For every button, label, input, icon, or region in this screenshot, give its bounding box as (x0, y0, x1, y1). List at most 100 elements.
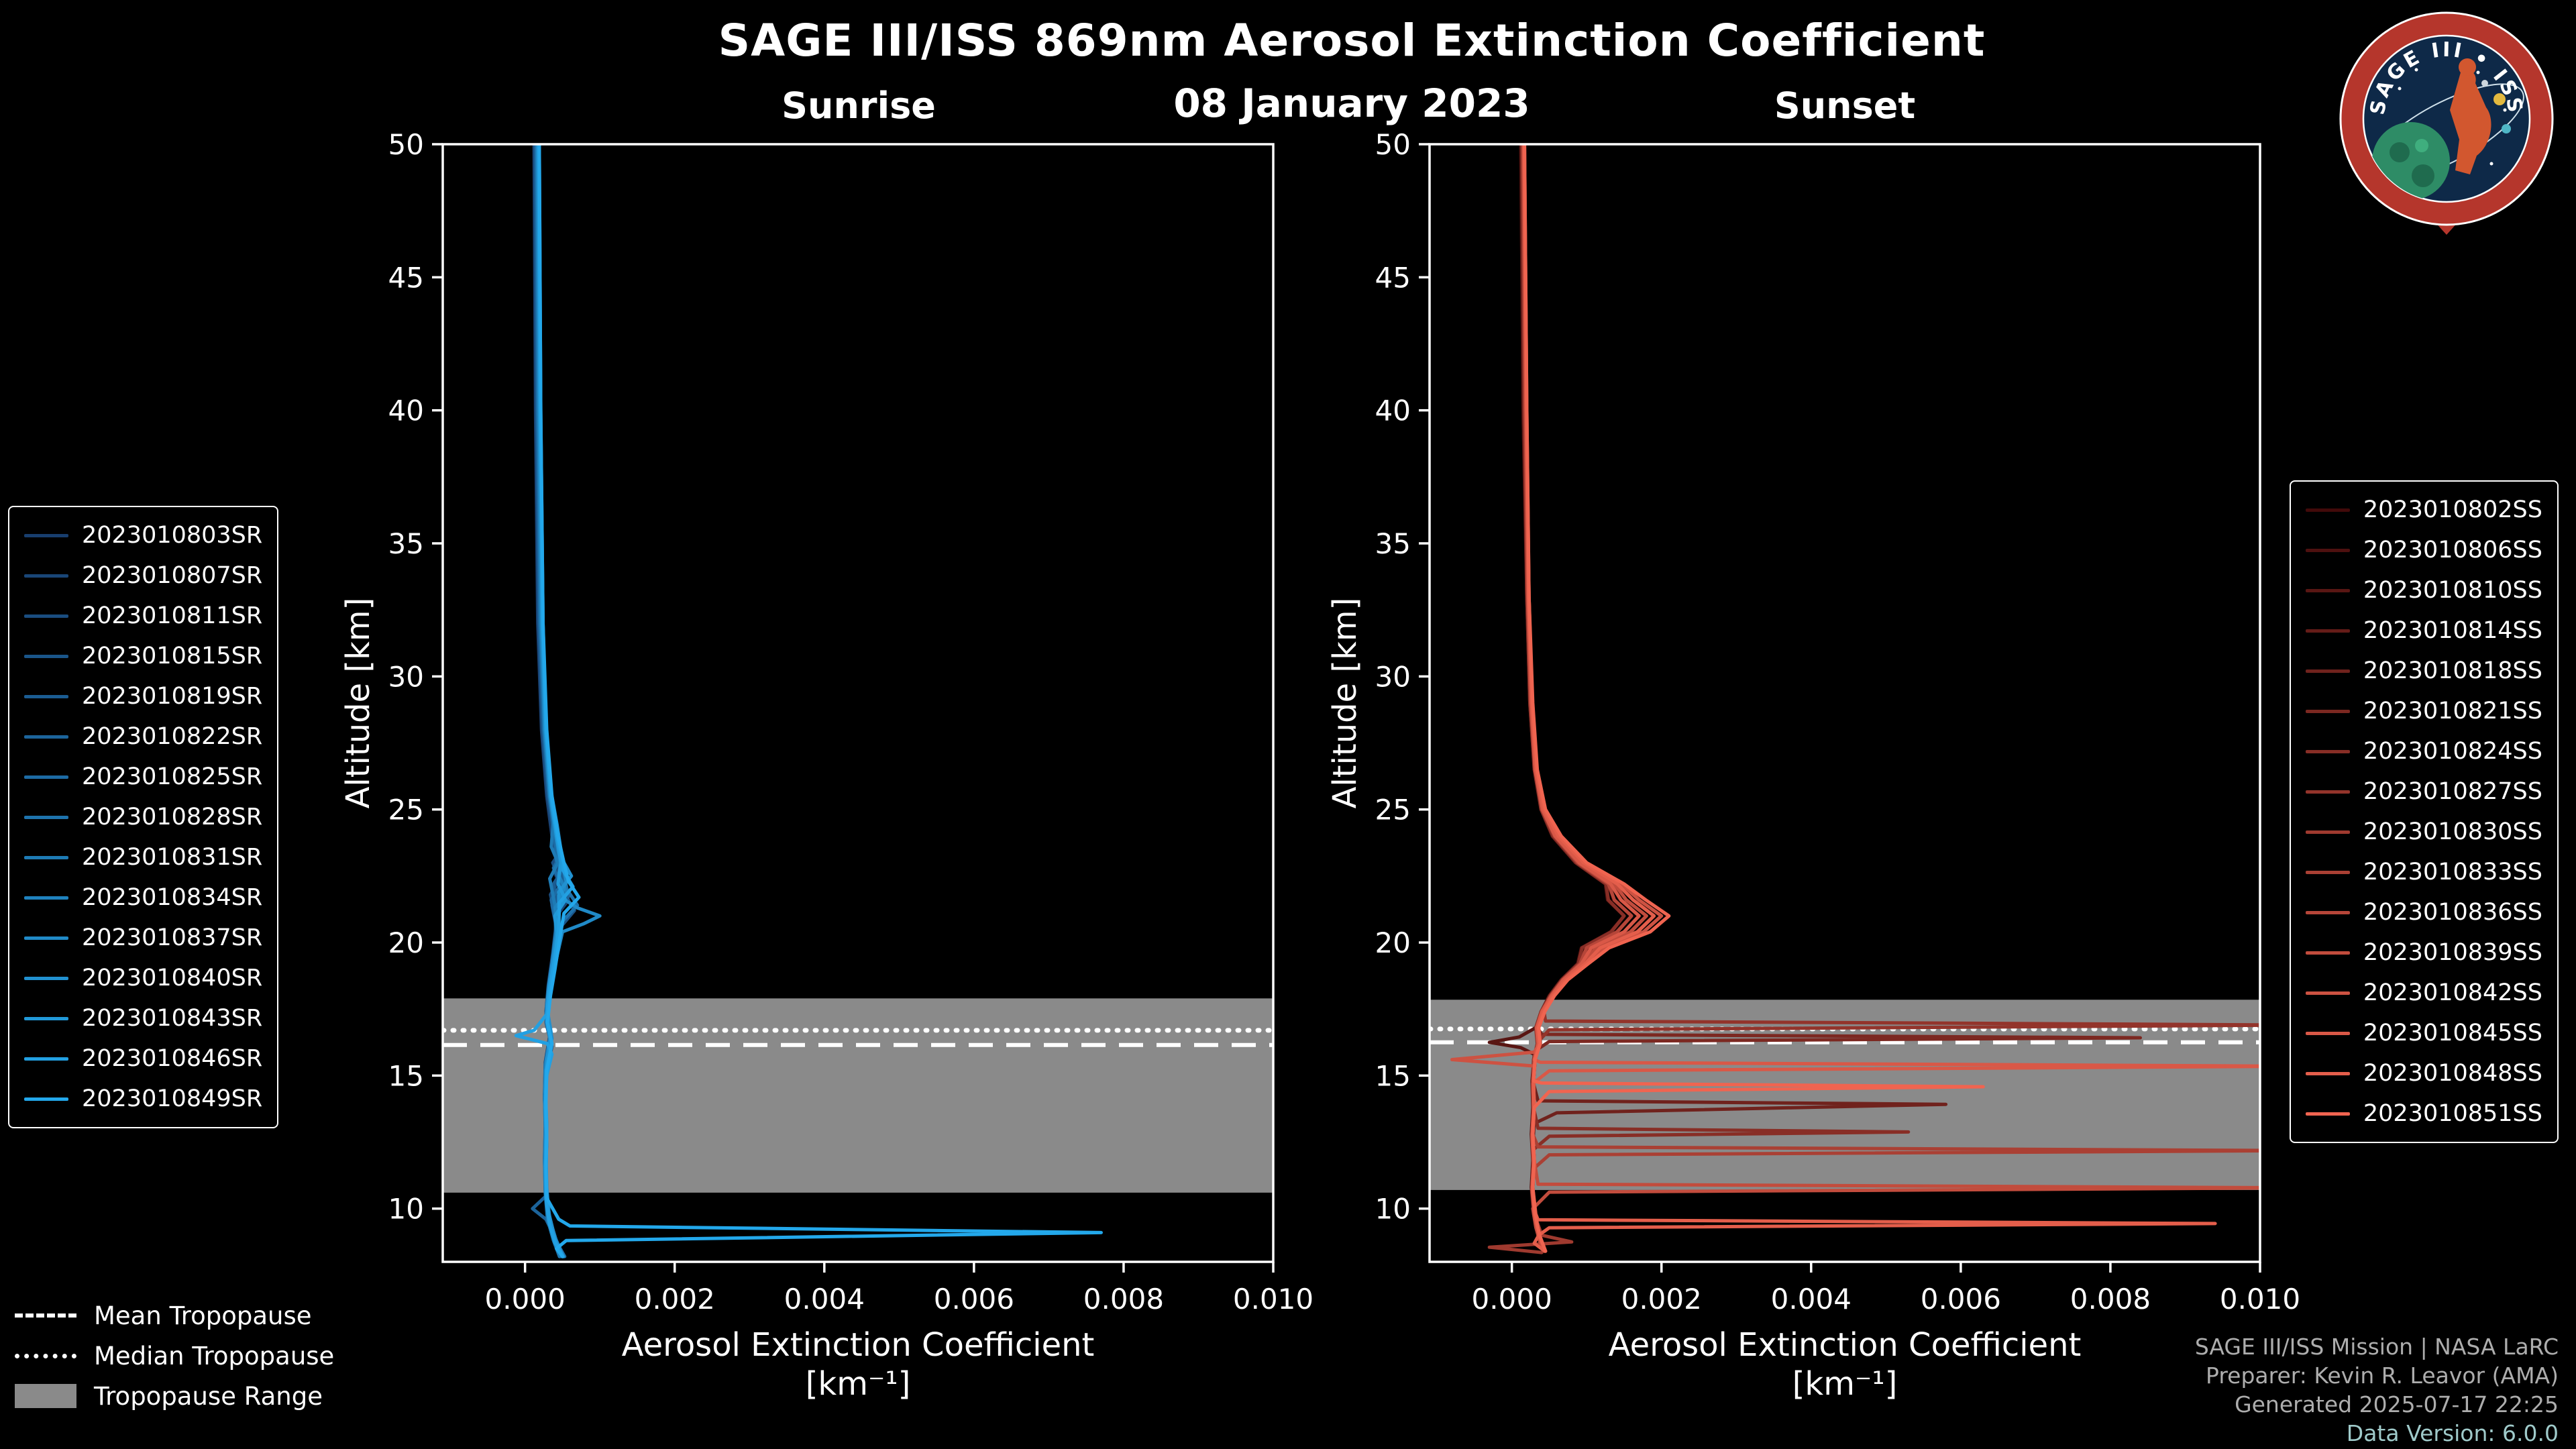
legend-item: 2023010818SS (2305, 651, 2542, 691)
legend-label: 2023010819SR (82, 683, 263, 710)
legend-label: 2023010807SR (82, 562, 263, 589)
legend-label: 2023010831SR (82, 844, 263, 871)
x-axis-unit-label: [km⁻¹] (1792, 1365, 1898, 1403)
legend-label: 2023010822SR (82, 723, 263, 750)
x-tick-label: 0.006 (1921, 1283, 2001, 1316)
legend-item: 2023010831SR (24, 837, 262, 877)
y-tick-label: 35 (388, 527, 424, 560)
legend-item: 2023010822SR (24, 716, 262, 757)
y-tick-label: 45 (1375, 261, 1411, 294)
legend-swatch (2305, 910, 2350, 914)
legend-swatch (24, 1057, 68, 1061)
logo-earth-continent (2412, 164, 2434, 187)
legend-item: 2023010802SS (2305, 490, 2542, 530)
legend-label: 2023010845SS (2363, 1020, 2542, 1046)
legend-label: 2023010834SR (82, 884, 263, 911)
y-tick-label: 10 (1375, 1193, 1411, 1226)
legend-label: 2023010824SS (2363, 738, 2542, 765)
median-tropopause-legend-row: Median Tropopause (15, 1342, 334, 1371)
legend-label: 2023010830SS (2363, 818, 2542, 845)
legend-swatch (2305, 709, 2350, 713)
legend-swatch (2305, 1112, 2350, 1116)
legend-swatch (24, 1016, 68, 1020)
profile-line (1523, 144, 1985, 1253)
attribution-data-version: Data Version: 6.0.0 (2346, 1420, 2559, 1446)
y-tick-label: 50 (388, 128, 424, 161)
legend-label: 2023010828SR (82, 804, 263, 830)
legend-item: 2023010836SS (2305, 892, 2542, 932)
y-axis-label: Altitude [km] (1326, 598, 1364, 809)
star-icon (2476, 70, 2480, 74)
legend-item: 2023010815SR (24, 636, 262, 676)
legend-item: 2023010840SR (24, 958, 262, 998)
legend-label: 2023010843SR (82, 1005, 263, 1032)
x-tick-label: 0.006 (934, 1283, 1014, 1316)
legend-label: 2023010849SR (82, 1085, 263, 1112)
legend-swatch (24, 1097, 68, 1101)
legend-item: 2023010839SS (2305, 932, 2542, 973)
star-icon (2398, 87, 2402, 91)
legend-swatch (2305, 790, 2350, 794)
y-tick-label: 15 (1375, 1059, 1411, 1092)
legend-label: 2023010814SS (2363, 617, 2542, 644)
legend-item: 2023010837SR (24, 918, 262, 958)
y-tick-label: 40 (388, 394, 424, 427)
legend-swatch (2305, 749, 2350, 753)
legend-swatch (24, 533, 68, 537)
legend-swatch (2305, 508, 2350, 512)
y-tick-label: 25 (1375, 794, 1411, 826)
legend-label: 2023010818SS (2363, 657, 2542, 684)
legend-label: 2023010851SS (2363, 1100, 2542, 1127)
sunset-legend-items: 2023010802SS 2023010806SS 2023010810SS 2023… (2305, 490, 2542, 1134)
star-icon (2414, 68, 2418, 72)
legend-item: 2023010814SS (2305, 610, 2542, 651)
date-subtitle: 08 January 2023 (1173, 80, 1530, 126)
attribution-mission: SAGE III/ISS Mission | NASA LaRC (2194, 1334, 2559, 1360)
legend-item: 2023010824SS (2305, 731, 2542, 771)
logo-earth-continent (2390, 142, 2410, 162)
legend-swatch (24, 976, 68, 980)
legend-swatch (24, 815, 68, 819)
logo-earth-continent (2415, 139, 2428, 152)
plot-area (1430, 144, 2260, 1254)
legend-swatch (2305, 991, 2350, 995)
attribution-generated: Generated 2025-07-17 22:25 (2235, 1391, 2559, 1417)
tropopause-range-swatch (15, 1384, 76, 1408)
legend-item: 2023010849SR (24, 1079, 262, 1119)
legend-item: 2023010827SS (2305, 771, 2542, 812)
mean-tropopause-swatch (15, 1313, 76, 1318)
legend-swatch (2305, 548, 2350, 552)
x-tick-label: 0.010 (1233, 1283, 1313, 1316)
legend-swatch (2305, 870, 2350, 874)
x-tick-label: 0.000 (1472, 1283, 1552, 1316)
legend-label: 2023010840SR (82, 965, 263, 991)
legend-label: 2023010836SS (2363, 899, 2542, 926)
legend-swatch (24, 896, 68, 900)
legend-swatch (2305, 951, 2350, 955)
legend-label: 2023010811SR (82, 602, 263, 629)
legend-item: 2023010845SS (2305, 1013, 2542, 1053)
legend-swatch (24, 855, 68, 859)
logo-artwork (2369, 58, 2524, 200)
y-tick-label: 30 (1375, 660, 1411, 693)
legend-label: 2023010806SS (2363, 537, 2542, 564)
legend-item: 2023010821SS (2305, 691, 2542, 731)
y-tick-label: 50 (1375, 128, 1411, 161)
plot-area (443, 144, 1273, 1258)
legend-item: 2023010810SS (2305, 570, 2542, 610)
legend-label: 2023010842SS (2363, 979, 2542, 1006)
plot-frame (441, 143, 1275, 1263)
legend-label: 2023010833SS (2363, 859, 2542, 885)
x-tick-label: 0.002 (1621, 1283, 1702, 1316)
x-axis-label: Aerosol Extinction Coefficient (1609, 1326, 2082, 1364)
y-tick-label: 15 (388, 1059, 424, 1092)
page-title: SAGE III/ISS 869nm Aerosol Extinction Co… (718, 15, 1986, 66)
legend-item: 2023010848SS (2305, 1053, 2542, 1093)
legend-swatch (2305, 669, 2350, 673)
logo-figure (2450, 70, 2491, 174)
legend-swatch (2305, 1031, 2350, 1035)
legend-swatch (2305, 830, 2350, 834)
y-axis-label: Altitude [km] (339, 598, 377, 809)
legend-item: 2023010846SR (24, 1038, 262, 1079)
sage-iss-logo: SAGE III • ISS (2339, 11, 2554, 235)
